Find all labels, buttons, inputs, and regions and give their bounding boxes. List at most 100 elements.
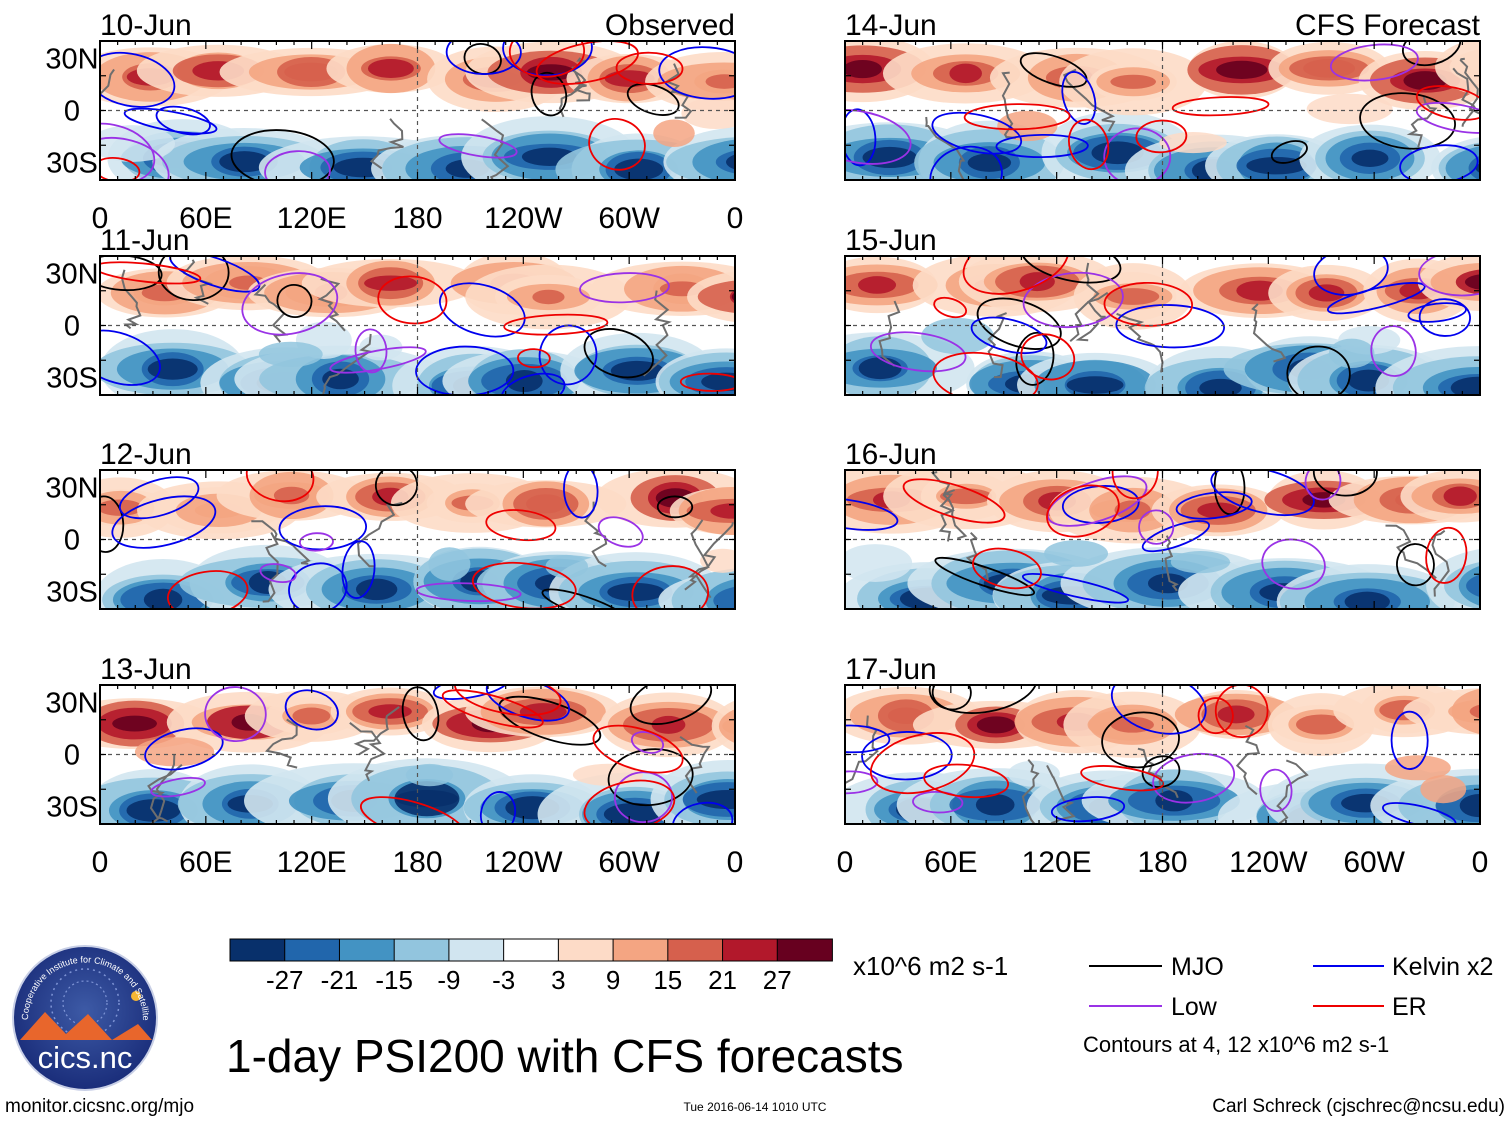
er-contour [583, 779, 676, 824]
kelvin-contour [538, 324, 598, 386]
mjo-contour [607, 748, 694, 807]
panels: 10-Jun Observed 30N 0 30S 0 60E 120E 180 120W 60W 0… [45, 9, 1488, 879]
logo-sun [131, 991, 141, 1001]
mjo-contour [401, 686, 440, 742]
low-contour [415, 582, 522, 603]
low-contour [204, 686, 267, 743]
er-contour [933, 296, 968, 319]
colorbar-swatch [557, 938, 614, 962]
coastline [349, 722, 387, 782]
coastline [925, 116, 966, 180]
lon-label: 0 [92, 846, 109, 879]
er-contour [631, 565, 710, 609]
positive-anomaly [1308, 284, 1345, 302]
coastline [1046, 764, 1076, 824]
tropical-anomaly [653, 119, 695, 148]
coastline [1069, 262, 1100, 343]
kelvin-contour [1050, 796, 1126, 823]
er-contour [167, 570, 249, 609]
er-contour [100, 261, 202, 285]
lon-label: 60E [924, 846, 977, 879]
colorbar-swatch [722, 938, 779, 962]
low-contour [1046, 475, 1148, 527]
colorbar-swatch [284, 938, 341, 962]
coastline [1075, 291, 1109, 342]
coastline [1251, 303, 1287, 363]
coastline [570, 57, 591, 102]
er-contour [441, 689, 544, 729]
tropical-anomaly [1306, 93, 1393, 125]
low-contour [845, 109, 912, 165]
coastline [965, 531, 989, 581]
positive-anomaly [1110, 74, 1157, 89]
positive-anomaly [949, 63, 982, 84]
positive-anomaly [1443, 486, 1477, 506]
map-panel: 15-Jun [844, 224, 1481, 396]
lat-label: 30S [46, 148, 98, 180]
mjo-contour [1270, 140, 1308, 164]
colorbar-tick-label: 27 [763, 965, 792, 995]
coastline [1164, 535, 1179, 592]
colorbar-swatch [229, 938, 286, 962]
colorbar-tick-label: -9 [437, 965, 460, 995]
positive-anomaly [273, 486, 310, 505]
coastline [1406, 95, 1438, 148]
negative-anomaly [1147, 573, 1188, 594]
er-contour [508, 41, 586, 78]
mjo-contour [1286, 345, 1351, 395]
kelvin-contour [1115, 304, 1225, 349]
mjo-contour [1359, 92, 1456, 150]
colorbar-swatch [776, 938, 833, 962]
panel-tag: CFS Forecast [1295, 9, 1481, 42]
colorbar-swatch [448, 938, 505, 962]
logo-name: cics.nc [38, 1040, 133, 1075]
footer-timestamp: Tue 2016-06-14 1010 UTC [684, 1100, 827, 1114]
low-contour [630, 731, 665, 754]
kelvin-contour [845, 108, 877, 167]
logo-mountains [20, 1012, 152, 1040]
lon-label: 120E [1022, 846, 1092, 879]
er-contour [963, 103, 1071, 131]
mjo-contour [374, 470, 419, 507]
lon-label: 60W [1343, 846, 1405, 879]
kelvin-contour [415, 345, 515, 395]
mjo-contour [583, 328, 654, 379]
mjo-contour [1019, 52, 1088, 88]
mjo-contour [541, 588, 628, 609]
positive-anomaly [976, 716, 1016, 734]
colorbar-swatch [612, 938, 669, 962]
er-contour [1197, 697, 1234, 735]
kelvin-contour [445, 41, 522, 75]
positive-anomaly [1216, 60, 1268, 79]
negative-anomaly [735, 590, 778, 612]
mjo-contour [934, 556, 1036, 597]
positive-anomaly [1449, 49, 1480, 85]
positive-anomaly [292, 707, 331, 725]
lon-label: 120E [277, 846, 347, 879]
positive-anomaly [519, 703, 567, 721]
tropical-anomaly [134, 737, 215, 767]
low-contour [869, 331, 967, 373]
legend-label-low: Low [1171, 993, 1218, 1021]
tropical-anomaly [1328, 338, 1375, 369]
er-contour [471, 561, 577, 609]
tropical-anomaly [545, 554, 589, 579]
colorbar-swatch [393, 938, 450, 962]
low-contour [1022, 271, 1124, 329]
kelvin-contour [284, 689, 339, 731]
tropical-anomaly [258, 341, 323, 367]
positive-anomaly [1296, 714, 1347, 735]
legend-label-er: ER [1392, 993, 1427, 1021]
lat-label: 0 [64, 525, 80, 557]
panel-date-title: 15-Jun [845, 224, 937, 257]
mjo-contour [498, 695, 602, 746]
kelvin-contour [1418, 298, 1471, 337]
coastline [100, 68, 115, 96]
er-contour [100, 156, 141, 180]
kelvin-contour [288, 562, 348, 609]
panel-date-title: 11-Jun [100, 224, 190, 257]
low-contour [241, 272, 339, 336]
coastline [264, 718, 298, 769]
colorbar-tick-label: -15 [375, 965, 413, 995]
